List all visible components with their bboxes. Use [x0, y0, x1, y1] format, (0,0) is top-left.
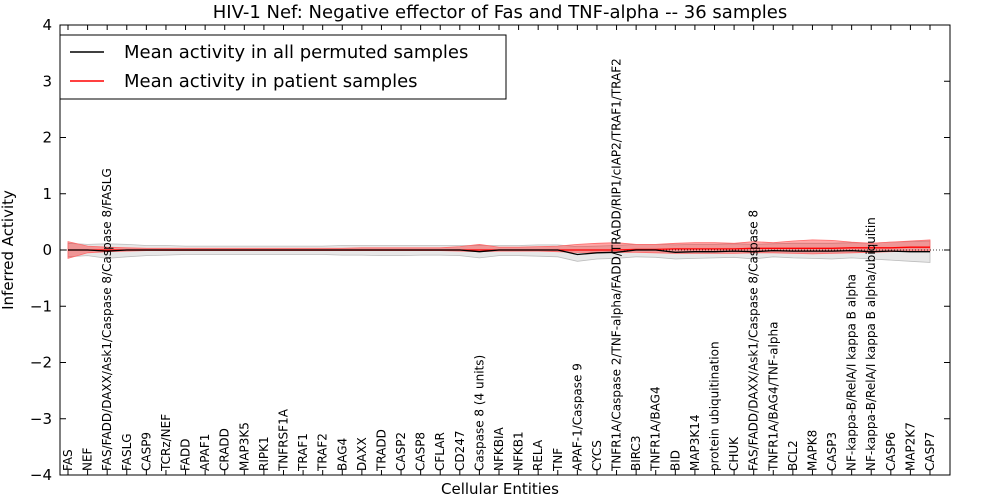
x-tick-label: CHUK [727, 436, 741, 471]
x-tick-label: TRAF1 [296, 433, 310, 472]
x-tick-label: BIRC3 [629, 435, 643, 471]
x-tick-label: BCL2 [786, 440, 800, 471]
legend-label: Mean activity in patient samples [124, 71, 418, 92]
x-tick-label: TNFR1A/BAG4 [649, 386, 663, 472]
x-tick-label: CASP2 [394, 432, 408, 471]
x-tick-label: CASP7 [923, 432, 937, 471]
x-tick-label: CFLAR [433, 432, 447, 471]
y-tick-label: 4 [42, 16, 52, 34]
series-lines [60, 246, 950, 256]
x-tick-label: MAPK8 [805, 430, 819, 471]
series-line-1 [68, 249, 930, 256]
x-tick-label: NF-kappa-B/RelA/I kappa B alpha [845, 274, 859, 471]
x-tick-label: BAG4 [335, 438, 349, 471]
x-tick-label: APAF-1/Caspase 9 [570, 363, 584, 471]
x-tick-label: protein ubiquitination [708, 341, 722, 471]
x-tick-label: RIPK1 [257, 436, 271, 471]
y-tick-label: −3 [30, 410, 52, 428]
x-tick-label: FAS [61, 449, 75, 471]
x-tick-label: CASP8 [414, 432, 428, 471]
x-tick-label: CD247 [453, 430, 467, 471]
legend: Mean activity in all permuted samples Mea… [59, 34, 507, 100]
x-tick-label: RELA [531, 439, 545, 471]
x-tick-label: NF-kappa-B/RelA/I kappa B alpha/ubiquiti… [864, 217, 878, 471]
x-tick-label: TCRz/NEF [159, 414, 173, 472]
y-tick-label: 3 [42, 72, 52, 90]
axis-ticks: 4 3 2 1 0 −1 −2 −3 −4 [30, 16, 950, 484]
x-tick-label: NFKB1 [512, 431, 526, 471]
y-tick-label: 1 [42, 185, 52, 203]
x-tick-label: MAP3K5 [237, 422, 251, 471]
x-tick-label: Caspase 8 (4 units) [472, 355, 486, 471]
x-tick-label: FADD [179, 439, 193, 472]
legend-label: Mean activity in all permuted samples [124, 42, 468, 63]
x-tick-label: CYCS [590, 440, 604, 471]
x-tick-label: MAP3K14 [688, 414, 702, 471]
x-tick-label: CASP3 [825, 432, 839, 471]
x-tick-label: TRADD [374, 429, 388, 472]
x-tick-label: FASLG [120, 433, 134, 471]
x-tick-label: TNFR1A/Caspase 2/TNF-alpha/FADD/TRADD/RI… [610, 58, 624, 472]
x-tick-label: FAS/FADD/DAXX/Ask1/Caspase 8/Caspase 8 [747, 210, 761, 471]
y-tick-label: −2 [30, 354, 52, 372]
x-tick-label: TNFR1A/BAG4/TNF-alpha [766, 322, 780, 472]
y-axis-label: Inferred Activity [0, 190, 17, 310]
chart-title: HIV-1 Nef: Negative effector of Fas and … [213, 2, 788, 23]
x-axis-label: Cellular Entities [441, 480, 559, 498]
x-tick-label: FAS/FADD/DAXX/Ask1/Caspase 8/Caspase 8/F… [100, 168, 114, 471]
x-tick-label: CRADD [218, 428, 232, 471]
y-tick-label: 2 [42, 129, 52, 147]
legend-box [59, 34, 507, 100]
y-tick-label: 0 [42, 241, 52, 259]
x-tick-label: TNFRSF1A [277, 408, 291, 472]
x-tick-label: APAF1 [198, 434, 212, 471]
x-tick-label: BID [668, 450, 682, 471]
x-tick-label: NFKBIA [492, 426, 506, 471]
x-tick-label: TRAF2 [316, 433, 330, 472]
x-tick-label: CASP6 [884, 432, 898, 471]
x-tick-label: DAXX [355, 437, 369, 471]
x-tick-label: CASP9 [139, 432, 153, 471]
y-tick-label: −1 [30, 297, 52, 315]
x-tick-label: MAP2K7 [903, 422, 917, 471]
plot-frame [59, 24, 951, 476]
category-labels: FAS NEF FAS/FADD/DAXX/Ask1/Caspase 8/Caspa… [61, 58, 937, 472]
x-tick-label: TNF [551, 448, 565, 472]
y-tick-label: −4 [30, 466, 52, 484]
confidence-band-1 [67, 240, 931, 263]
x-tick-label: NEF [81, 447, 95, 471]
